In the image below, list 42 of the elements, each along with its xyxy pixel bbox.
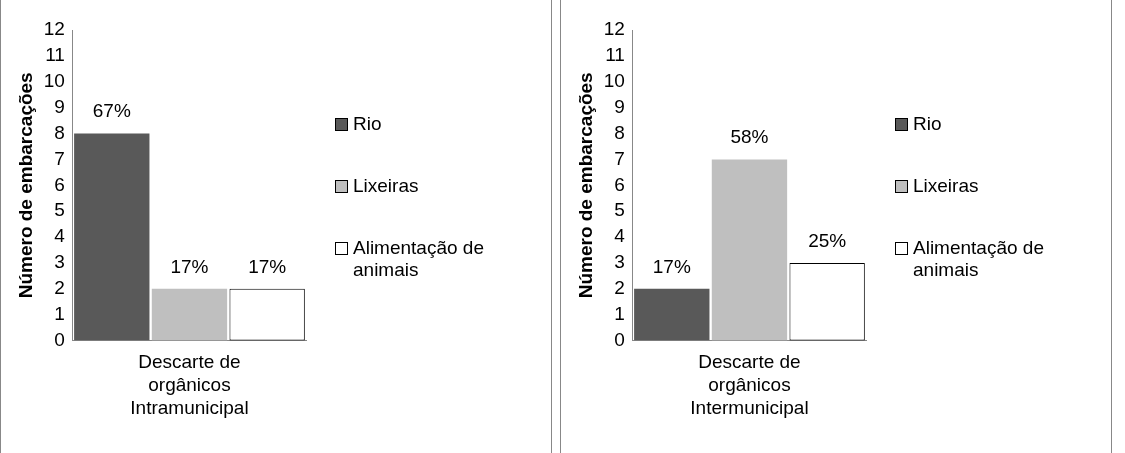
- y-tick-label: 3: [614, 251, 625, 273]
- y-tick-label: 7: [614, 147, 625, 169]
- x-tick-label: Descarte de orgânicos Intramunicipal: [130, 351, 249, 418]
- y-tick-label: 6: [614, 173, 625, 195]
- y-axis-title: Número de embarcações: [574, 72, 596, 299]
- y-tick-label: 11: [605, 44, 625, 66]
- y-tick-label: 11: [45, 44, 65, 66]
- text: Alimentação de animais: [913, 236, 1045, 281]
- y-tick-label: 5: [614, 199, 625, 221]
- y-tick-label: 4: [54, 225, 66, 247]
- y-tick-label: 3: [54, 251, 65, 273]
- y-tick-label: 6: [54, 173, 65, 195]
- annotation: 67%: [92, 100, 131, 122]
- text: Alimentação de animais: [353, 236, 485, 281]
- annotation: 17%: [248, 255, 287, 277]
- y-tick-label: 10: [603, 70, 625, 91]
- y-tick-label: 12: [43, 18, 65, 40]
- annotation: 17%: [652, 255, 691, 277]
- y-tick-label: 10: [43, 70, 65, 91]
- legend-label: Lixeiras: [353, 174, 419, 197]
- y-tick-label: 4: [614, 225, 626, 247]
- legend-label: Rio: [353, 112, 382, 135]
- y-tick-label: 1: [54, 302, 65, 324]
- legend-label: Lixeiras: [913, 174, 979, 197]
- y-tick-label: 7: [54, 147, 65, 169]
- y-tick-label: 1: [614, 302, 625, 324]
- y-tick-label: 0: [54, 328, 65, 350]
- y-tick-label: 0: [614, 328, 625, 350]
- y-tick-label: 8: [54, 121, 65, 143]
- y-tick-label: 8: [614, 121, 625, 143]
- annotation: 58%: [730, 126, 769, 148]
- legend-label: Rio: [913, 112, 942, 135]
- y-tick-label: 9: [614, 95, 625, 117]
- y-tick-label: 9: [54, 95, 65, 117]
- annotation: 17%: [170, 255, 209, 277]
- annotation: 25%: [808, 229, 847, 251]
- y-tick-label: 12: [603, 18, 625, 40]
- y-tick-label: 2: [54, 277, 65, 299]
- y-axis-title: Número de embarcações: [14, 72, 36, 299]
- y-tick-label: 2: [614, 277, 625, 299]
- y-tick-label: 5: [54, 199, 65, 221]
- x-tick-label: Descarte de orgânicos Intermunicipal: [690, 351, 809, 418]
